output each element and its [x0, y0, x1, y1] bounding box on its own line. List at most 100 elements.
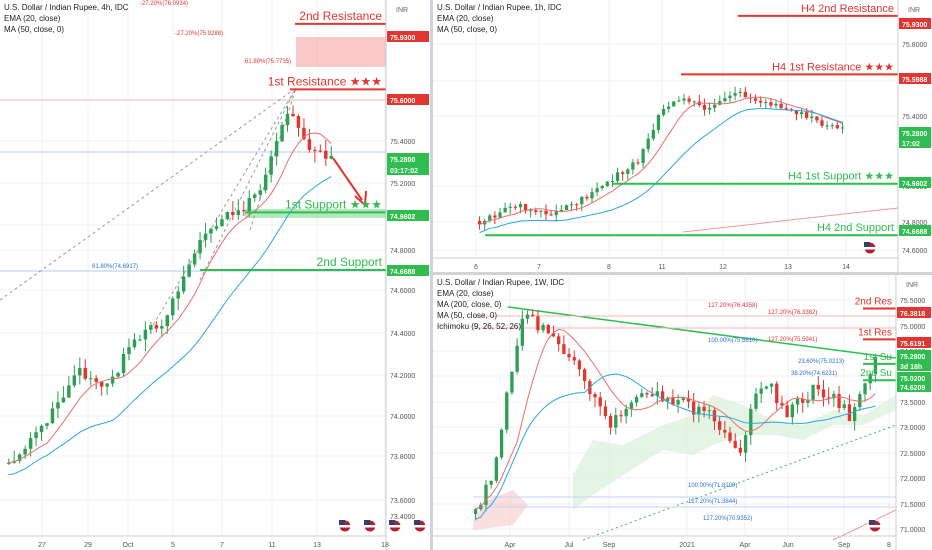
- candle-body: [590, 192, 594, 199]
- price-tag: [387, 265, 429, 276]
- candle-body: [575, 204, 579, 206]
- candle-body: [697, 406, 701, 415]
- fib-label: 61.80%(75.7735): [245, 59, 291, 65]
- price-tag: [897, 381, 931, 392]
- price-tag-label: 76.3818: [900, 311, 925, 318]
- candle-body: [488, 215, 492, 221]
- candle-body: [510, 371, 514, 393]
- x-tick-label: 7: [537, 264, 541, 271]
- price-tag-label: 74.9802: [390, 214, 415, 221]
- chart-1w-svg[interactable]: 127.20%(76.4358) 127.20%(76.3382) 127.20%(…: [433, 275, 932, 550]
- candle-body: [603, 406, 608, 416]
- level-label: 2nd Res: [855, 296, 892, 307]
- candle-body: [247, 197, 252, 212]
- candle-body: [498, 212, 502, 218]
- vertical-divider[interactable]: [430, 0, 433, 550]
- candle-body: [531, 314, 535, 317]
- candle-body: [660, 391, 665, 402]
- level-label: 1st Res: [858, 327, 892, 338]
- candle-body: [832, 393, 836, 399]
- candle-body: [170, 298, 175, 316]
- candle-body: [236, 210, 241, 215]
- candle-body: [769, 102, 773, 106]
- y-tick-label: 75.8000: [902, 42, 927, 49]
- legend-1h: U.S. Dollar / Indian Rupee, 1h, IDC EMA …: [437, 2, 562, 35]
- price-tag-label: 75.9300: [902, 22, 927, 29]
- candle-body: [160, 326, 164, 329]
- candle-body: [816, 384, 820, 390]
- candle-body: [863, 383, 867, 395]
- horizontal-divider[interactable]: [433, 272, 932, 275]
- candle-body: [728, 432, 732, 441]
- candle-body: [820, 120, 824, 126]
- candle-body: [681, 398, 685, 401]
- candle-body: [610, 181, 615, 183]
- candle-body: [489, 480, 493, 485]
- fib-label: 38.20%(74.6231): [791, 371, 837, 377]
- candle-body: [176, 291, 180, 299]
- candle-body: [280, 125, 284, 142]
- price-tag-label: 75.0200: [900, 376, 925, 383]
- x-tick-label: Jul: [565, 542, 574, 549]
- fib-label: -27.20%(75.9288): [175, 31, 223, 37]
- candle-body: [847, 404, 852, 422]
- chart-4h-svg[interactable]: -27.20%(76.0934) -27.20%(75.9288) 61.80%(7…: [0, 0, 430, 550]
- y-tick-label: 73.0000: [900, 425, 925, 432]
- candle-body: [608, 415, 613, 428]
- price-tag: [387, 164, 429, 175]
- y-tick-label: 74.2000: [390, 373, 415, 380]
- price-tag-label: 75.2800: [390, 157, 415, 164]
- y-tick-label: 75.4000: [902, 114, 927, 121]
- candle-body: [564, 205, 569, 210]
- candle-body: [505, 392, 509, 430]
- candle-body: [518, 204, 523, 208]
- candle-body: [753, 98, 758, 101]
- candle-body: [269, 156, 273, 175]
- price-tag: [897, 337, 931, 348]
- price-tag-label: 75.2800: [902, 131, 927, 138]
- level-label: 1st Support ★★★: [285, 197, 382, 211]
- y-tick-label: 71.5000: [900, 502, 925, 509]
- candle-body: [852, 407, 857, 422]
- candle-body: [554, 210, 558, 216]
- candle-body: [17, 454, 22, 461]
- price-tag-label: 74.6209: [900, 385, 925, 392]
- candle-body: [827, 397, 831, 399]
- candle-body: [810, 116, 814, 118]
- chart-1h-svg[interactable]: H4 2nd Resistance H4 1st Resistance ★★★ H4…: [433, 0, 932, 272]
- ma-line: [479, 108, 843, 233]
- currency-label: INR: [906, 282, 918, 289]
- price-tag: [897, 372, 931, 383]
- candle-body: [559, 209, 563, 211]
- candle-body: [738, 91, 742, 94]
- candle-body: [595, 188, 599, 193]
- candle-body: [636, 162, 640, 164]
- candle-body: [557, 336, 561, 345]
- candle-body: [794, 110, 799, 115]
- candle-body: [132, 339, 137, 348]
- candle-body: [650, 394, 654, 397]
- chart-panel-4h[interactable]: -27.20%(76.0934) -27.20%(75.9288) 61.80%(7…: [0, 0, 430, 550]
- legend-4h-ema: EMA (20, close): [4, 14, 61, 23]
- currency-label: INR: [908, 7, 920, 14]
- candle-body: [692, 101, 696, 103]
- x-tick-label: Sep: [838, 542, 851, 549]
- y-tick-label: 73.8000: [390, 454, 415, 461]
- chart-panel-1h[interactable]: H4 2nd Resistance H4 1st Resistance ★★★ H4…: [433, 0, 932, 272]
- y-tick-label: 73.4000: [390, 514, 415, 521]
- price-tag-label: 3d 18h: [900, 364, 922, 371]
- level-label: H4 1st Resistance ★★★: [772, 61, 894, 73]
- candle-body: [154, 325, 159, 329]
- level-label: H4 1st Support ★★★: [788, 171, 894, 183]
- chart-panel-1w[interactable]: 127.20%(76.4358) 127.20%(76.3382) 127.20%(…: [433, 275, 932, 550]
- price-tag-label: 17:02: [902, 141, 920, 148]
- candle-body: [743, 91, 747, 98]
- candle-body: [296, 116, 301, 128]
- candle-body: [718, 101, 722, 105]
- candle-body: [806, 399, 810, 403]
- candle-body: [723, 429, 727, 433]
- candle-body: [263, 174, 268, 191]
- candle-body: [484, 484, 488, 505]
- candle-body: [840, 127, 845, 129]
- candle-body: [291, 113, 295, 117]
